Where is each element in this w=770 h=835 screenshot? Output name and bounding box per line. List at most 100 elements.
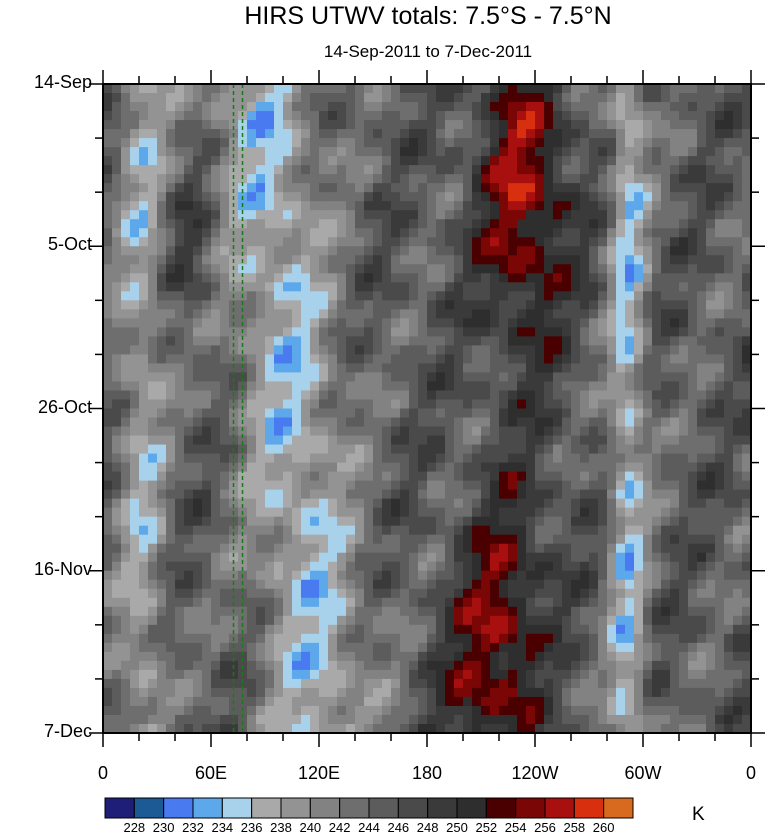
field-cell: [148, 201, 158, 211]
field-cell: [382, 498, 392, 509]
field-cell: [283, 480, 293, 491]
field-cell: [589, 210, 599, 220]
field-cell: [661, 516, 671, 527]
field-cell: [634, 120, 644, 130]
field-cell: [472, 534, 482, 545]
field-cell: [157, 660, 167, 671]
field-cell: [328, 561, 338, 572]
field-cell: [211, 525, 221, 536]
field-cell: [526, 417, 536, 428]
field-cell: [544, 336, 554, 346]
field-cell: [436, 471, 446, 482]
field-cell: [715, 282, 725, 292]
field-cell: [220, 84, 230, 94]
field-cell: [589, 318, 599, 328]
field-cell: [445, 543, 455, 554]
field-cell: [490, 498, 500, 509]
field-cell: [589, 273, 599, 283]
field-cell: [508, 570, 518, 581]
field-cell: [346, 390, 356, 401]
field-cell: [229, 462, 239, 473]
field-cell: [202, 570, 212, 581]
field-cell: [679, 381, 689, 392]
field-cell: [202, 273, 212, 283]
field-cell: [499, 246, 509, 256]
field-cell: [418, 345, 428, 356]
field-cell: [265, 228, 275, 238]
field-cell: [481, 165, 491, 175]
field-cell: [733, 588, 743, 599]
field-cell: [670, 156, 680, 166]
field-cell: [481, 426, 491, 437]
field-cell: [373, 462, 383, 473]
field-cell: [535, 534, 545, 545]
field-cell: [607, 516, 617, 527]
field-cell: [625, 597, 635, 608]
field-cell: [283, 93, 293, 103]
field-cell: [544, 669, 554, 680]
field-cell: [706, 138, 716, 148]
field-cell: [733, 435, 743, 446]
field-cell: [742, 354, 752, 365]
field-cell: [598, 651, 608, 662]
field-cell: [526, 444, 536, 455]
field-cell: [373, 282, 383, 292]
field-cell: [328, 102, 338, 112]
field-cell: [499, 579, 509, 590]
field-cell: [661, 480, 671, 491]
field-cell: [733, 498, 743, 509]
field-cell: [661, 318, 671, 328]
field-cell: [499, 435, 509, 446]
field-cell: [256, 345, 266, 356]
field-cell: [157, 237, 167, 247]
field-cell: [688, 255, 698, 265]
field-cell: [310, 210, 320, 220]
field-cell: [148, 651, 158, 662]
field-cell: [112, 498, 122, 509]
field-cell: [643, 291, 653, 301]
field-cell: [715, 399, 725, 410]
field-cell: [346, 399, 356, 410]
field-cell: [220, 435, 230, 446]
field-cell: [373, 669, 383, 680]
field-cell: [733, 390, 743, 401]
field-cell: [589, 165, 599, 175]
field-cell: [157, 399, 167, 410]
field-cell: [544, 471, 554, 482]
field-cell: [283, 354, 293, 365]
field-cell: [598, 471, 608, 482]
field-cell: [742, 246, 752, 256]
field-cell: [202, 345, 212, 356]
field-cell: [238, 552, 248, 563]
field-cell: [535, 300, 545, 310]
field-cell: [283, 552, 293, 563]
field-cell: [688, 345, 698, 356]
field-cell: [571, 84, 581, 94]
field-cell: [103, 183, 113, 193]
field-cell: [679, 372, 689, 383]
field-cell: [364, 291, 374, 301]
field-cell: [688, 615, 698, 626]
field-cell: [472, 291, 482, 301]
field-cell: [580, 606, 590, 617]
field-cell: [364, 282, 374, 292]
field-cell: [139, 345, 149, 356]
field-cell: [184, 453, 194, 464]
field-cell: [175, 543, 185, 554]
field-cell: [373, 642, 383, 653]
field-cell: [283, 606, 293, 617]
field-cell: [418, 291, 428, 301]
field-cell: [715, 372, 725, 383]
field-cell: [103, 444, 113, 455]
field-cell: [103, 255, 113, 265]
field-cell: [319, 615, 329, 626]
field-cell: [328, 84, 338, 94]
field-cell: [355, 606, 365, 617]
field-cell: [409, 669, 419, 680]
field-cell: [472, 543, 482, 554]
field-cell: [283, 687, 293, 698]
field-cell: [409, 426, 419, 437]
field-cell: [139, 192, 149, 202]
field-cell: [328, 129, 338, 139]
field-cell: [580, 264, 590, 274]
